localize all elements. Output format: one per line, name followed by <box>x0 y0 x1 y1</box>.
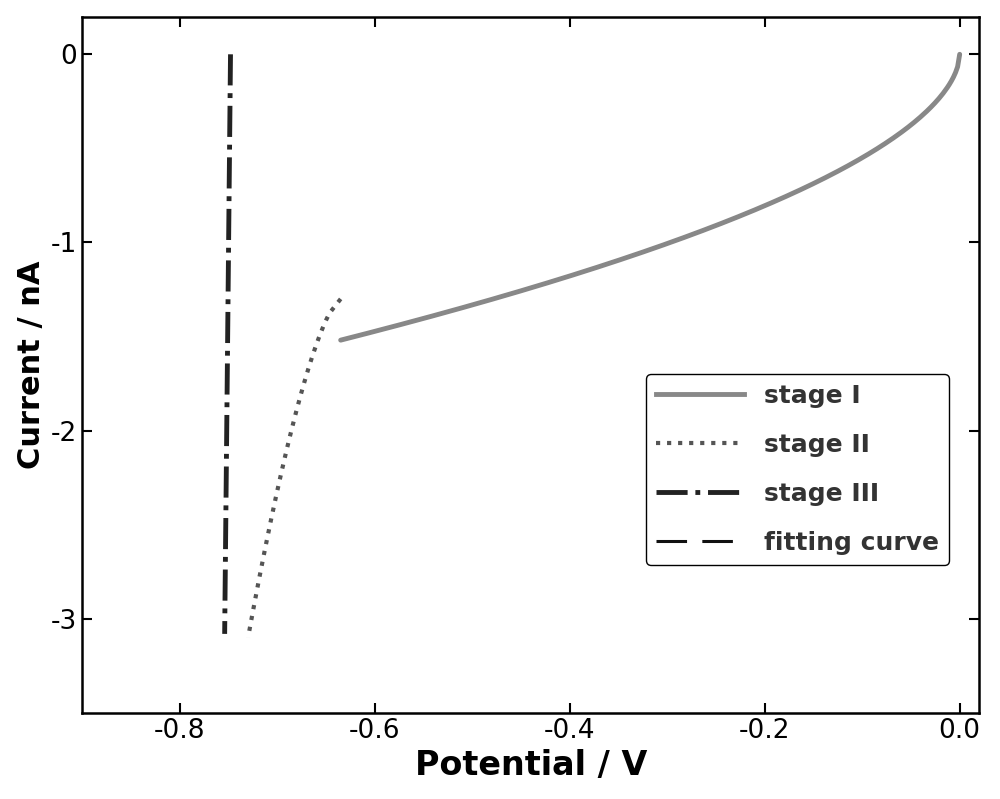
X-axis label: Potential / V: Potential / V <box>415 749 647 782</box>
Legend: stage I, stage II, stage III, fitting curve: stage I, stage II, stage III, fitting cu… <box>646 374 949 565</box>
Y-axis label: Current / nA: Current / nA <box>17 260 46 469</box>
